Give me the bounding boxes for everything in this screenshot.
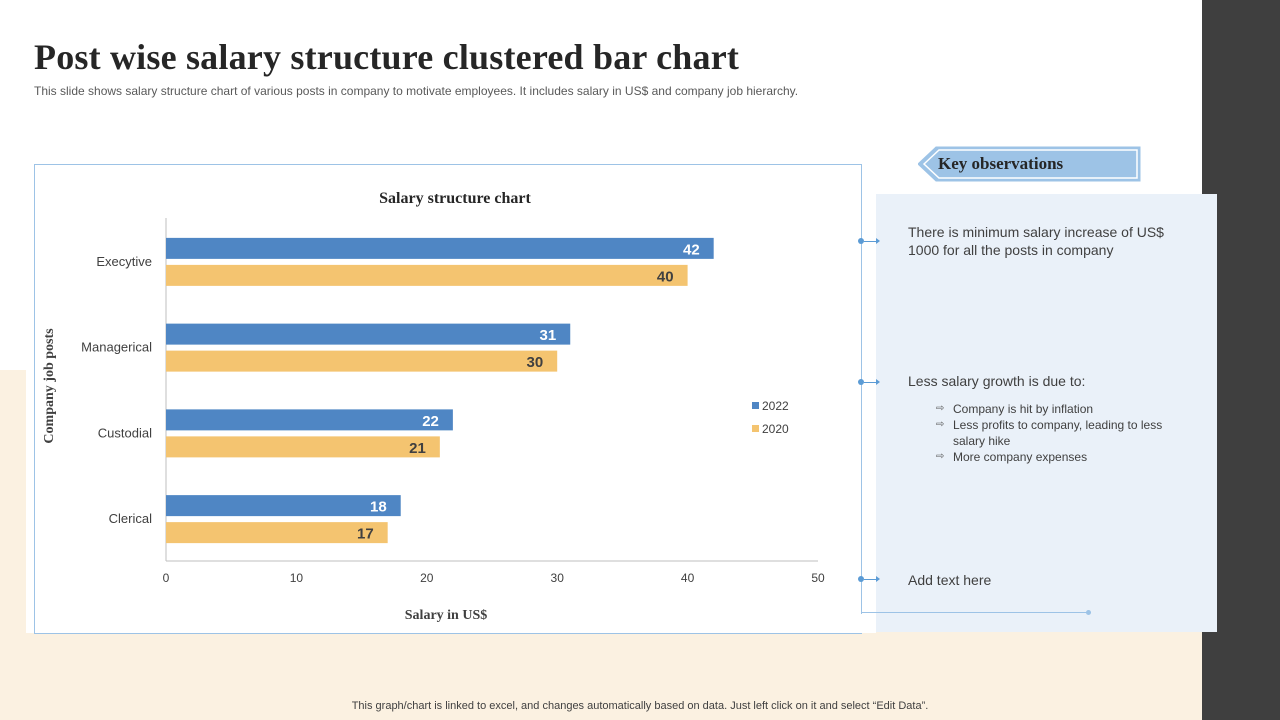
bar-2020: [166, 264, 688, 286]
category-label: Custodial: [98, 425, 152, 440]
bar-value-label: 31: [540, 327, 557, 344]
arrow-bullet-icon: ⇨: [936, 451, 945, 462]
observation-marker-2: [858, 378, 884, 386]
page-subtitle: This slide shows salary structure chart …: [34, 84, 799, 98]
bar-2020: [166, 436, 440, 458]
y-axis-title: Company job posts: [42, 328, 57, 444]
legend-label: 2022: [762, 399, 789, 413]
x-tick-label: 30: [551, 571, 565, 585]
footer-note: This graph/chart is linked to excel, and…: [351, 700, 929, 712]
bar-2022: [166, 323, 571, 345]
bar-value-label: 42: [683, 241, 700, 258]
x-tick-label: 40: [681, 571, 695, 585]
chart-frame-divider: [861, 164, 862, 614]
arrow-bullet-icon: ⇨: [936, 419, 945, 430]
x-tick-label: 50: [811, 571, 825, 585]
observation-2-bullets: ⇨ Company is hit by inflation ⇨ Less profi…: [936, 401, 1196, 465]
legend-swatch: [752, 425, 759, 432]
observation-1: There is minimum salary increase of US$ …: [908, 224, 1164, 258]
bullet-item: ⇨ More company expenses: [936, 450, 1088, 464]
observations-panel: [870, 194, 1217, 632]
bar-2022: [166, 237, 714, 259]
bar-value-label: 40: [657, 268, 674, 285]
legend-swatch: [752, 402, 759, 409]
bullet-item: ⇨ Less profits to company, leading to les…: [936, 418, 1163, 448]
chart-title: Salary structure chart: [379, 190, 531, 207]
category-label: Managerical: [81, 340, 152, 355]
bar-value-label: 21: [409, 440, 426, 457]
page-title: Post wise salary structure clustered bar…: [34, 37, 740, 77]
key-observations-heading: Key observations: [938, 154, 1064, 173]
x-tick-label: 0: [163, 571, 170, 585]
observation-marker-3: [858, 575, 884, 583]
tag-arrow-shape: [918, 146, 1141, 182]
bar-value-label: 17: [357, 526, 374, 543]
x-axis-title: Salary in US$: [405, 608, 487, 623]
observations-baseline: [861, 612, 1091, 613]
observation-3: Add text here: [908, 572, 992, 588]
x-tick-label: 20: [420, 571, 434, 585]
bullet-item: ⇨ Company is hit by inflation: [936, 402, 1094, 416]
bar-2020: [166, 522, 388, 544]
category-label: Execytive: [96, 254, 152, 269]
category-label: Clerical: [109, 511, 152, 526]
bar-2020: [166, 350, 558, 372]
bar-value-label: 30: [527, 354, 544, 371]
key-observations-tag: Key observations: [918, 146, 1141, 182]
baseline-end-dot: [1086, 610, 1091, 615]
bar-2022: [166, 495, 401, 517]
bar-value-label: 22: [422, 413, 439, 430]
chart-frame: [34, 164, 862, 634]
bar-value-label: 18: [370, 499, 387, 516]
x-tick-label: 10: [290, 571, 304, 585]
legend-label: 2020: [762, 422, 789, 436]
observation-2: Less salary growth is due to:: [908, 373, 1086, 389]
bar-2022: [166, 409, 453, 431]
observation-marker-1: [858, 237, 884, 245]
arrow-bullet-icon: ⇨: [936, 403, 945, 414]
